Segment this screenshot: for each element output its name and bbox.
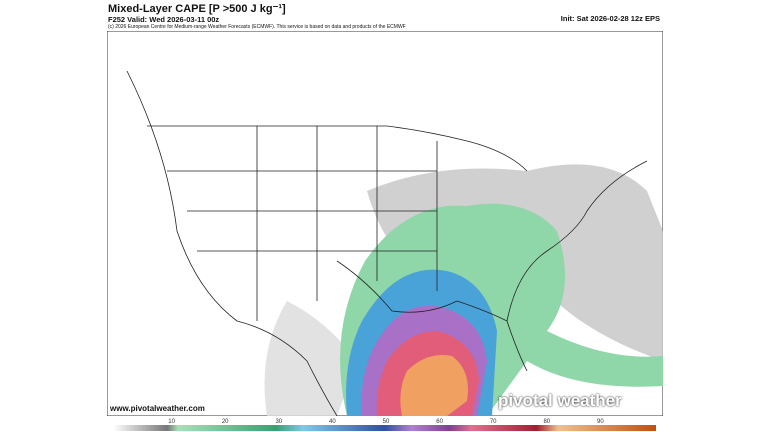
website: www.pivotalweather.com [110,404,205,413]
colorbar-tick-label: 20 [222,419,229,425]
title: Mixed-Layer CAPE [P >500 J kg⁻¹] [108,3,286,15]
credit: (c) 2026 European Centre for Medium-rang… [108,24,406,30]
colorbar-tick-label: 10 [168,419,175,425]
watermark: pivotal weather [498,391,622,410]
colorbar-tick-label: 80 [543,419,550,425]
colorbar-tick-label: 40 [329,419,336,425]
map [107,31,663,416]
borders [126,70,648,416]
init-time: Init: Sat 2026-02-28 12z EPS [560,14,660,23]
colorbar: 10 20 30 40 50 60 70 80 90 [113,419,656,431]
colorbar-tick-label: 50 [383,419,390,425]
colorbar-tick-label: 30 [275,419,282,425]
colorbar-scale [113,425,656,431]
colorbar-tick-label: 90 [597,419,604,425]
colorbar-tick-label: 70 [490,419,497,425]
valid-time: F252 Valid: Wed 2026-03-11 00z [108,15,220,24]
cape-shading [340,203,663,416]
colorbar-tick-label: 60 [436,419,443,425]
